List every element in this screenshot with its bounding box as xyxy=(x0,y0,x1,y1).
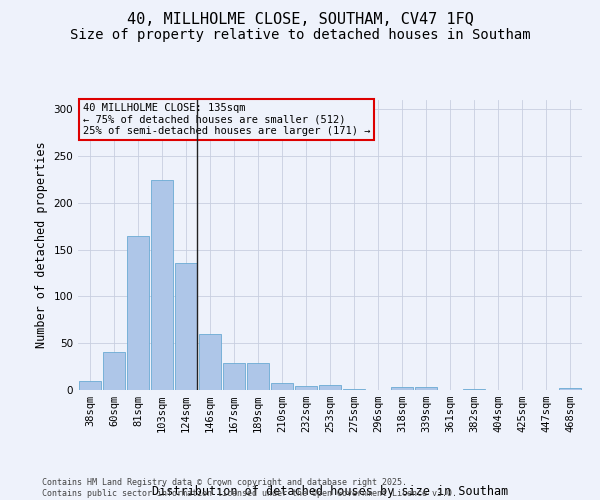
Bar xyxy=(223,363,245,390)
Text: Size of property relative to detached houses in Southam: Size of property relative to detached ho… xyxy=(70,28,530,42)
Bar xyxy=(247,363,269,390)
Bar xyxy=(175,263,197,390)
Bar xyxy=(271,382,293,390)
Bar xyxy=(415,387,437,390)
Bar xyxy=(151,180,173,390)
Text: Contains HM Land Registry data © Crown copyright and database right 2025.
Contai: Contains HM Land Registry data © Crown c… xyxy=(42,478,457,498)
Bar xyxy=(559,388,581,390)
Bar xyxy=(199,334,221,390)
Text: 40, MILLHOLME CLOSE, SOUTHAM, CV47 1FQ: 40, MILLHOLME CLOSE, SOUTHAM, CV47 1FQ xyxy=(127,12,473,28)
Bar xyxy=(463,389,485,390)
Bar xyxy=(127,236,149,390)
Text: 40 MILLHOLME CLOSE: 135sqm
← 75% of detached houses are smaller (512)
25% of sem: 40 MILLHOLME CLOSE: 135sqm ← 75% of deta… xyxy=(83,103,371,136)
X-axis label: Distribution of detached houses by size in Southam: Distribution of detached houses by size … xyxy=(152,485,508,498)
Y-axis label: Number of detached properties: Number of detached properties xyxy=(35,142,48,348)
Bar xyxy=(295,386,317,390)
Bar xyxy=(343,389,365,390)
Bar xyxy=(391,387,413,390)
Bar xyxy=(103,352,125,390)
Bar xyxy=(319,386,341,390)
Bar xyxy=(79,380,101,390)
